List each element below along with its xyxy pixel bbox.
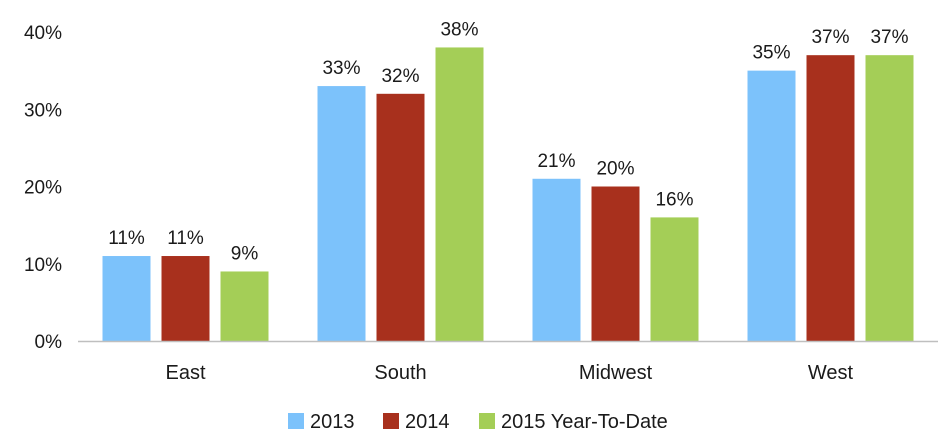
bar-west-2013 — [747, 70, 796, 341]
y-tick-label: 20% — [24, 178, 62, 199]
data-label: 38% — [440, 19, 478, 40]
data-label: 37% — [811, 27, 849, 48]
bar-east-2014 — [161, 256, 210, 341]
y-tick-label: 40% — [24, 23, 62, 44]
y-tick-label: 30% — [24, 100, 62, 121]
bar-west-2015 — [865, 55, 914, 342]
data-label: 11% — [167, 228, 204, 249]
x-category-label: West — [808, 362, 854, 384]
data-labels-group: 11% 11% 9% 33% 32% 38% 21% 20% 16% 35% 37% 37% — [108, 19, 908, 264]
data-label: 11% — [108, 228, 145, 249]
legend-swatch — [383, 413, 399, 429]
bar-south-2013 — [317, 86, 366, 341]
legend-swatch — [479, 413, 495, 429]
bars-group — [102, 47, 914, 342]
y-axis: 0% 10% 20% 30% 40% — [24, 23, 62, 353]
data-label: 35% — [752, 43, 790, 64]
x-category-label: South — [374, 362, 426, 384]
y-tick-label: 10% — [24, 255, 62, 276]
data-label: 32% — [381, 66, 419, 87]
data-label: 21% — [537, 151, 575, 172]
legend-swatch — [288, 413, 304, 429]
bar-east-2013 — [102, 256, 151, 341]
bar-south-2015 — [435, 47, 484, 341]
bar-midwest-2014 — [591, 186, 640, 341]
bar-midwest-2015 — [650, 217, 699, 341]
legend-label: 2014 — [405, 411, 450, 433]
x-axis: East South Midwest West — [165, 362, 853, 384]
y-tick-label: 0% — [35, 332, 63, 353]
bar-west-2014 — [806, 55, 855, 342]
legend-label: 2013 — [310, 411, 355, 433]
bar-midwest-2013 — [532, 178, 581, 341]
data-label: 9% — [231, 243, 259, 264]
bar-south-2014 — [376, 93, 425, 341]
bar-east-2015 — [220, 271, 269, 341]
legend-label: 2015 Year-To-Date — [501, 411, 668, 433]
data-label: 33% — [322, 58, 360, 79]
x-category-label: East — [165, 362, 205, 384]
x-category-label: Midwest — [579, 362, 653, 384]
data-label: 16% — [655, 189, 693, 210]
legend: 2013 2014 2015 Year-To-Date — [288, 411, 668, 433]
data-label: 37% — [870, 27, 908, 48]
data-label: 20% — [596, 159, 634, 180]
